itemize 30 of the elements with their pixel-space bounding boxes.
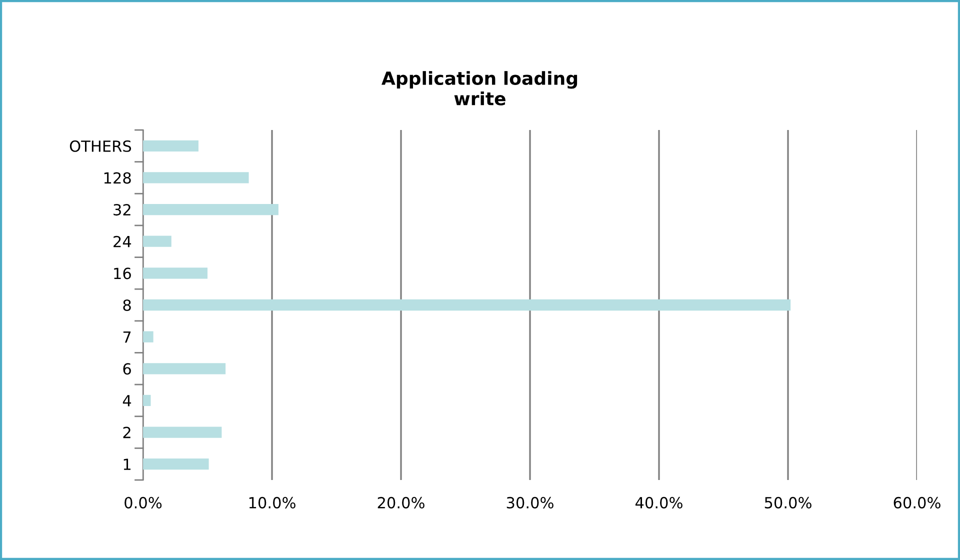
y-tick-label: 1 — [124, 458, 130, 470]
x-tick-label: 10.0% — [249, 496, 296, 508]
x-tick-label: 60.0% — [894, 496, 940, 508]
bar — [143, 299, 791, 311]
bar — [143, 268, 208, 279]
bar — [143, 458, 209, 470]
bar — [143, 331, 154, 342]
y-tick-label: 24 — [114, 236, 132, 248]
bar — [143, 236, 172, 247]
bar — [143, 204, 278, 216]
bar — [143, 172, 249, 184]
x-tick-label: 20.0% — [378, 496, 424, 508]
y-tick-label: 128 — [104, 172, 131, 184]
chart-title: Application loading write — [382, 71, 578, 106]
y-tick-label: 8 — [123, 299, 131, 312]
bar — [143, 394, 151, 406]
y-tick-label: 32 — [114, 204, 130, 216]
bar — [143, 363, 226, 374]
x-tick-label: 50.0% — [764, 496, 812, 508]
bar — [143, 426, 222, 438]
y-tick-label: 6 — [123, 363, 131, 375]
x-tick-label: 0.0% — [124, 496, 162, 508]
x-tick-label: 40.0% — [635, 496, 682, 508]
bar — [143, 140, 198, 152]
y-tick-label: 7 — [123, 331, 131, 343]
y-tick-label: 16 — [114, 268, 131, 280]
y-tick-label: OTHERS — [70, 140, 132, 152]
y-tick-label: 4 — [122, 395, 132, 406]
x-tick-label: 30.0% — [506, 496, 554, 508]
y-tick-label: 2 — [123, 426, 130, 438]
